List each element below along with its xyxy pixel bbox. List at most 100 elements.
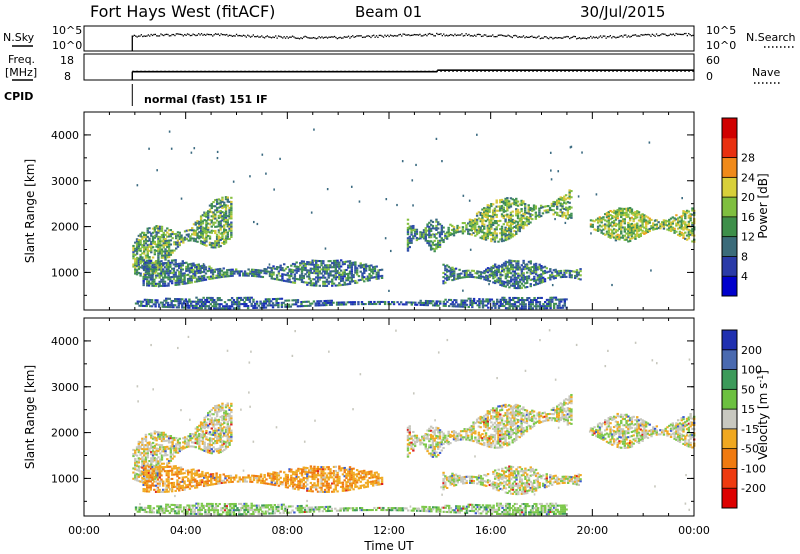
power-echo-cell: [329, 272, 332, 275]
power-echo-cell: [272, 271, 275, 274]
power-echo-cell: [311, 282, 314, 285]
velocity-echo-cell: [191, 437, 194, 440]
power-echo-cell: [451, 272, 454, 275]
nsky-point: [588, 37, 590, 39]
power-noise-cell: [168, 130, 171, 133]
power-echo-cell: [491, 215, 495, 218]
power-echo-cell: [508, 307, 511, 310]
velocity-echo-cell: [144, 440, 148, 443]
velocity-echo-cell: [139, 447, 142, 450]
power-echo-cell: [460, 303, 463, 306]
nsky-point: [252, 34, 254, 36]
velocity-echo-cell: [167, 469, 170, 472]
power-echo-cell: [196, 234, 199, 237]
power-echo-cell: [643, 218, 646, 221]
velocity-echo-cell: [146, 441, 149, 444]
power-echo-cell: [506, 281, 509, 284]
power-echo-cell: [202, 274, 206, 277]
power-echo-cell: [481, 229, 484, 232]
power-echo-cell: [431, 227, 435, 230]
power-echo-cell: [504, 214, 507, 217]
power-echo-cell: [139, 274, 142, 277]
nsky-point: [686, 35, 688, 37]
velocity-echo-cell: [178, 445, 181, 449]
power-echo-cell: [513, 266, 516, 269]
power-echo-cell: [479, 277, 483, 280]
power-echo-cell: [334, 278, 338, 281]
power-echo-cell: [426, 304, 430, 307]
power-echo-cell: [307, 271, 311, 274]
power-echo-cell: [178, 237, 181, 240]
power-echo-cell: [616, 215, 619, 218]
power-echo-cell: [438, 235, 442, 238]
power-echo-cell: [230, 225, 233, 228]
power-echo-cell: [158, 268, 161, 271]
velocity-echo-cell: [155, 461, 158, 465]
power-echo-cell: [429, 227, 433, 230]
power-echo-cell: [428, 242, 431, 245]
power-echo-cell: [509, 228, 513, 231]
power-echo-cell: [198, 231, 201, 234]
power-echo-cell: [486, 216, 489, 219]
power-echo-cell: [625, 209, 628, 212]
power-echo-cell: [500, 225, 504, 228]
power-echo-cell: [462, 301, 465, 304]
power-echo-cell: [428, 236, 431, 239]
power-echo-cell: [507, 233, 511, 236]
power-echo-cell: [158, 282, 161, 285]
power-echo-cell: [139, 241, 142, 244]
power-echo-cell: [139, 243, 142, 246]
power-echo-cell: [496, 298, 499, 301]
power-echo-cell: [447, 305, 451, 308]
power-echo-cell: [623, 234, 626, 237]
power-echo-cell: [309, 261, 313, 264]
power-echo-cell: [316, 266, 320, 269]
power-echo-cell: [510, 305, 513, 308]
power-echo-cell: [628, 225, 632, 228]
power-echo-cell: [508, 271, 511, 274]
power-echo-cell: [193, 306, 196, 309]
power-echo-cell: [141, 244, 144, 247]
power-echo-cell: [302, 268, 305, 271]
power-echo-cell: [189, 239, 192, 242]
power-echo-cell: [313, 272, 316, 275]
power-echo-cell: [628, 233, 632, 236]
power-echo-cell: [139, 262, 142, 265]
velocity-echo-cell: [160, 468, 164, 471]
power-echo-cell: [293, 263, 297, 266]
nsky-point: [436, 32, 438, 35]
power-echo-cell: [265, 270, 268, 273]
power-echo-cell: [142, 240, 146, 243]
power-echo-cell: [144, 271, 148, 274]
power-echo-cell: [218, 267, 222, 270]
power-echo-cell: [160, 284, 163, 287]
power-echo-cell: [607, 223, 610, 226]
velocity-echo-cell: [198, 432, 201, 436]
power-noise-cell: [654, 219, 657, 222]
nave-tick-high: 60: [706, 54, 720, 67]
power-echo-cell: [499, 273, 502, 276]
power-echo-cell: [233, 270, 236, 273]
power-echo-cell: [408, 239, 411, 242]
power-echo-cell: [490, 270, 493, 273]
nsky-point: [639, 35, 641, 37]
power-echo-cell: [221, 242, 224, 245]
power-echo-cell: [165, 261, 168, 265]
power-echo-cell: [355, 273, 359, 276]
power-echo-cell: [685, 228, 689, 231]
power-echo-cell: [431, 225, 435, 228]
power-echo-cell: [159, 301, 163, 304]
power-colorbar-tick-label: 16: [741, 211, 755, 224]
power-echo-cell: [221, 200, 224, 203]
power-echo-cell: [474, 220, 477, 223]
velocity-echo-cell: [226, 441, 229, 444]
power-echo-cell: [531, 270, 534, 273]
power-echo-cell: [371, 266, 375, 269]
power-echo-cell: [488, 233, 491, 236]
power-echo-cell: [204, 272, 208, 275]
power-echo-cell: [428, 234, 431, 237]
power-echo-cell: [302, 262, 305, 265]
power-echo-cell: [332, 270, 336, 273]
nsky-point: [613, 36, 616, 38]
power-echo-cell: [164, 244, 167, 247]
